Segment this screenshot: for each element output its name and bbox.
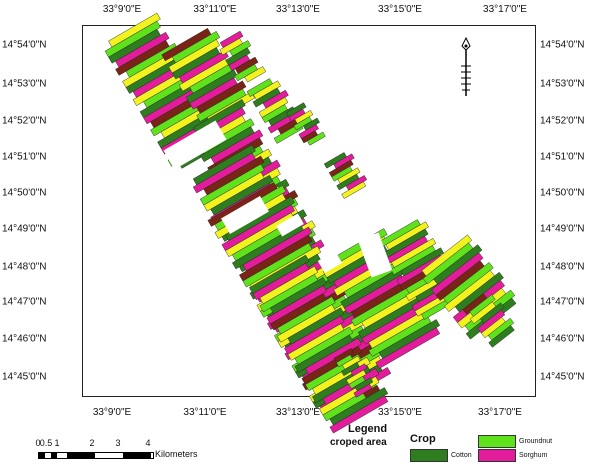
scale-number: 3 — [115, 438, 121, 448]
lon-label-top: 33°13'0"E — [276, 4, 320, 15]
field-parcels — [104, 12, 517, 434]
field-block — [462, 293, 515, 348]
legend-heading: croped area — [330, 437, 387, 448]
scale-bar-graphic — [38, 452, 154, 459]
lat-label-right: 14°48'0"N — [540, 261, 585, 273]
north-arrow-icon — [461, 36, 471, 96]
field-block — [333, 348, 380, 398]
scale-number: 0 — [35, 438, 41, 448]
scale-segment — [67, 453, 95, 458]
lat-label-left: 14°52'0"N — [2, 115, 47, 127]
scale-number: 4 — [145, 438, 151, 448]
field-stripe — [307, 131, 326, 146]
lat-label-left: 14°46'0"N — [2, 333, 47, 345]
field-stripe — [244, 66, 267, 83]
scale-unit-label: Kilometers — [155, 449, 198, 459]
lat-label-right: 14°52'0"N — [540, 115, 585, 127]
lon-label-bottom: 33°13'0"E — [276, 407, 320, 418]
scale-number: 0.5 — [39, 438, 53, 448]
legend-label: Cotton — [451, 452, 472, 459]
lat-label-right: 14°47'0"N — [540, 296, 585, 308]
field-gap — [317, 250, 343, 274]
legend-label: Groundnut — [519, 438, 553, 445]
legend-swatch — [478, 449, 516, 462]
field-block — [322, 228, 441, 369]
lat-label-left: 14°45'0"N — [2, 371, 47, 383]
scale-segment — [123, 453, 151, 458]
field-gaps — [163, 120, 393, 278]
field-block — [219, 30, 267, 83]
legend-item-sorghum: Sorghum — [478, 449, 547, 462]
scale-segment — [39, 453, 45, 458]
field-block — [104, 12, 231, 169]
lat-label-left: 14°49'0"N — [2, 223, 47, 235]
scale-number: 2 — [89, 438, 95, 448]
field-stripe — [329, 395, 389, 434]
lat-label-right: 14°54'0"N — [540, 39, 585, 51]
lat-label-left: 14°47'0"N — [2, 296, 47, 308]
legend-title: Legend — [348, 423, 388, 435]
lat-label-right: 14°53'0"N — [540, 78, 585, 90]
field-block — [421, 234, 517, 340]
legend-item-cotton: Cotton — [410, 449, 472, 462]
lon-label-top: 33°9'0"E — [102, 4, 142, 15]
lat-label-left: 14°53'0"N — [2, 78, 47, 90]
lon-label-bottom: 33°17'0"E — [478, 407, 522, 418]
lon-label-top: 33°15'0"E — [378, 4, 422, 15]
lat-label-right: 14°49'0"N — [540, 223, 585, 235]
legend-item-groundnut: Groundnut — [478, 435, 552, 448]
field-stripe — [488, 325, 515, 348]
lat-label-left: 14°54'0"N — [2, 39, 47, 51]
lon-label-top: 33°11'0"E — [193, 4, 237, 15]
field-gap — [357, 232, 393, 278]
lat-label-left: 14°50'0"N — [2, 187, 47, 199]
lat-label-left: 14°51'0"N — [2, 151, 47, 163]
lon-label-top: 33°17'0"E — [483, 4, 527, 15]
lat-label-left: 14°48'0"N — [2, 261, 47, 273]
legend-label: Sorghum — [519, 452, 548, 459]
legend-swatch — [478, 435, 516, 448]
legend-crop-label: Crop — [410, 433, 436, 445]
field-block — [286, 102, 326, 146]
lat-label-right: 14°51'0"N — [540, 151, 585, 163]
lat-label-right: 14°50'0"N — [540, 187, 585, 199]
scale-number: 1 — [54, 438, 60, 448]
field-gap — [163, 120, 227, 170]
legend-swatch — [410, 449, 448, 462]
field-stripe — [341, 181, 367, 199]
field-stripe — [375, 327, 441, 369]
lat-label-right: 14°45'0"N — [540, 371, 585, 383]
scale-segment — [51, 453, 57, 458]
lon-label-bottom: 33°11'0"E — [183, 407, 227, 418]
lon-label-bottom: 33°9'0"E — [92, 407, 132, 418]
field-stripe — [362, 385, 380, 398]
lat-label-right: 14°46'0"N — [540, 333, 585, 345]
field-block — [323, 152, 368, 199]
lon-label-bottom: 33°15'0"E — [378, 407, 422, 418]
field-gap — [276, 213, 304, 237]
field-gap — [221, 195, 269, 235]
